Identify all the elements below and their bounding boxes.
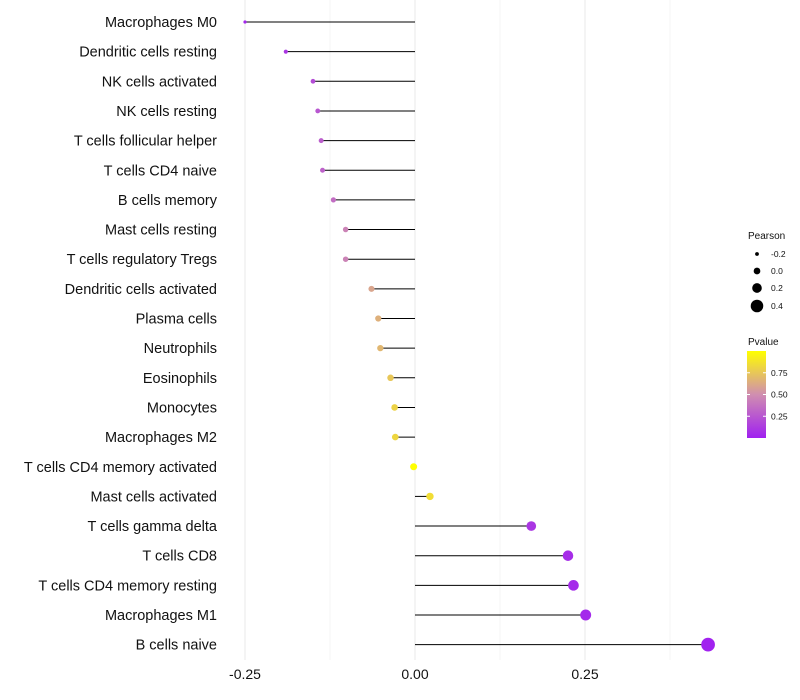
data-point <box>377 345 384 352</box>
legend-pvalue-title: Pvalue <box>748 337 779 348</box>
legend-size-swatch <box>753 267 761 275</box>
category-label: T cells gamma delta <box>88 519 218 535</box>
data-point <box>318 138 324 144</box>
category-label: T cells follicular helper <box>74 134 217 150</box>
legend-color-label: 0.25 <box>771 411 788 421</box>
legend-pearson: Pearson -0.2 0.0 0.2 0.4 <box>748 231 786 313</box>
legend-size-swatch <box>755 252 759 256</box>
x-tick-label: 0.00 <box>401 666 428 682</box>
data-point <box>391 433 399 441</box>
category-label: T cells CD4 memory resting <box>38 578 217 594</box>
category-label: Mast cells activated <box>90 489 217 505</box>
category-label: T cells CD4 naive <box>104 163 217 179</box>
legend-size-label: 0.0 <box>771 266 783 276</box>
data-point <box>320 167 325 173</box>
category-label: Eosinophils <box>143 371 217 387</box>
category-labels: Macrophages M0 Dendritic cells resting NK … <box>24 15 218 654</box>
data-point <box>426 492 434 501</box>
legend-pvalue-colorbar <box>747 351 766 438</box>
data-point <box>568 580 579 591</box>
legend-color-label: 0.50 <box>771 390 788 400</box>
category-label: B cells memory <box>118 193 218 209</box>
legend-size-swatch <box>750 299 764 313</box>
legend-pvalue: Pvalue 0.75 0.50 0.25 <box>747 337 788 438</box>
category-label: Macrophages M2 <box>105 430 217 446</box>
data-point <box>562 550 574 561</box>
data-point <box>375 315 382 322</box>
legend-size-label: 0.2 <box>771 283 783 293</box>
data-point <box>342 256 349 262</box>
category-label: Plasma cells <box>136 312 217 328</box>
data-point <box>391 404 398 411</box>
legend-size-label: -0.2 <box>771 249 786 259</box>
category-label: Dendritic cells resting <box>79 45 217 61</box>
legend-pearson-title: Pearson <box>748 231 785 242</box>
x-tick-label: 0.25 <box>571 666 598 682</box>
data-point <box>580 609 592 621</box>
category-label: NK cells activated <box>102 74 217 90</box>
x-tick-label: -0.25 <box>229 666 261 682</box>
data-point <box>342 226 349 233</box>
data-point <box>330 197 337 203</box>
category-label: Neutrophils <box>144 341 217 357</box>
category-label: Macrophages M0 <box>105 15 217 31</box>
legend-size-swatch <box>752 283 762 293</box>
category-label: B cells naive <box>136 638 217 654</box>
legend-color-label: 0.75 <box>771 368 788 378</box>
data-point <box>387 374 394 382</box>
data-point <box>526 521 537 531</box>
grid-layer <box>244 0 671 660</box>
data-point <box>701 637 715 652</box>
x-axis-ticks: -0.25 0.00 0.25 <box>229 666 599 682</box>
category-label: Mast cells resting <box>105 223 217 239</box>
stems-layer <box>245 21 709 646</box>
data-point <box>310 78 316 84</box>
data-point <box>410 463 418 471</box>
data-point <box>283 49 288 54</box>
category-label: T cells CD8 <box>142 549 217 565</box>
category-label: T cells CD4 memory activated <box>24 460 217 476</box>
points-layer <box>243 20 715 652</box>
data-point <box>368 285 375 292</box>
data-point <box>243 20 247 24</box>
category-label: Dendritic cells activated <box>65 282 217 298</box>
data-point <box>315 108 321 114</box>
category-label: Monocytes <box>147 400 217 416</box>
category-label: T cells regulatory Tregs <box>67 252 217 268</box>
legend-size-label: 0.4 <box>771 301 783 311</box>
category-label: Macrophages M1 <box>105 608 217 624</box>
category-label: NK cells resting <box>116 104 217 120</box>
